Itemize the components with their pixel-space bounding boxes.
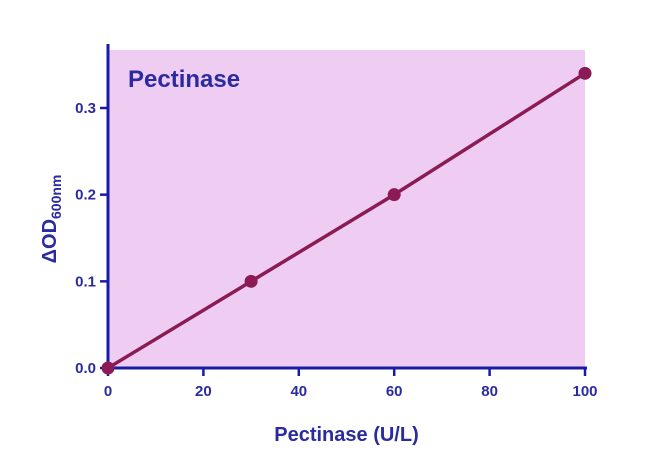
data-point bbox=[244, 274, 258, 288]
x-tick-label: 20 bbox=[195, 383, 212, 400]
x-tick-label: 100 bbox=[572, 383, 597, 400]
series-line bbox=[107, 71, 586, 370]
y-axis-title: ΔOD600nm bbox=[39, 175, 64, 264]
x-tick-label: 60 bbox=[386, 383, 403, 400]
data-point bbox=[387, 188, 401, 202]
y-tick-label: 0.2 bbox=[75, 187, 96, 204]
y-tick-label: 0.0 bbox=[75, 360, 96, 377]
y-axis-title-subscript: 600nm bbox=[48, 175, 64, 219]
data-point bbox=[578, 66, 592, 80]
series bbox=[101, 66, 592, 375]
axes: 0 20 40 60 80 100 0.0 0.1 0.2 0.3 bbox=[75, 44, 598, 400]
labels: Pectinase Pectinase (U/L) ΔOD600nm bbox=[39, 66, 419, 446]
y-tick-label: 0.1 bbox=[75, 273, 96, 290]
x-tick-label: 80 bbox=[481, 383, 498, 400]
data-point bbox=[101, 361, 115, 375]
y-tick-label: 0.3 bbox=[75, 100, 96, 117]
plot-background bbox=[108, 50, 585, 368]
x-axis-title: Pectinase (U/L) bbox=[274, 424, 418, 446]
chart-title: Pectinase bbox=[128, 66, 240, 93]
x-tick-label: 0 bbox=[104, 383, 112, 400]
x-tick-label: 40 bbox=[290, 383, 307, 400]
y-axis-title-main: ΔOD bbox=[39, 219, 61, 263]
